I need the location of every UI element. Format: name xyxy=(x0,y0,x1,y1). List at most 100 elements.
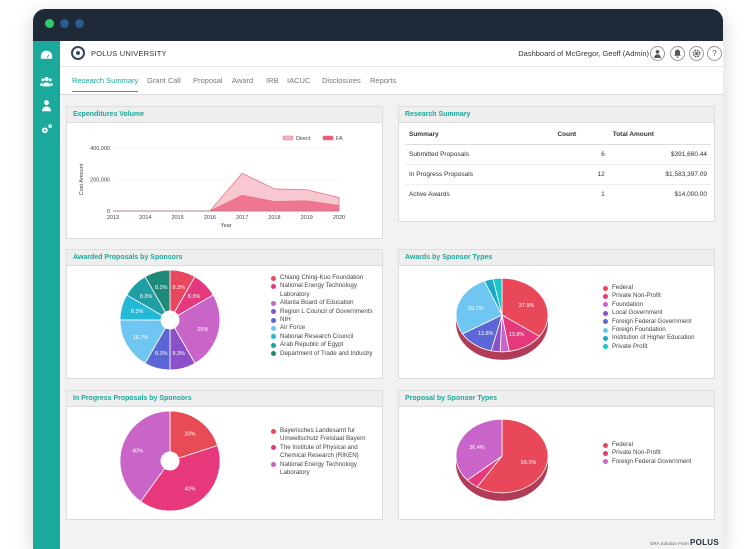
legend-swatch xyxy=(603,294,608,299)
panel-title: In Progress Proposals by Sponsors xyxy=(67,391,382,407)
gear-icon[interactable] xyxy=(689,46,704,61)
chart-legend: Bayerisches Landesamt fur Umweltschutz F… xyxy=(271,427,383,477)
legend-swatch xyxy=(271,351,276,357)
legend-label: Bayerisches Landesamt fur Umweltschutz F… xyxy=(280,427,366,443)
legend-label: FA xyxy=(336,136,343,142)
tab-grant-call[interactable]: Grant Call xyxy=(147,76,181,85)
table-cell: Active Awards xyxy=(409,191,450,198)
panel-title: Awards by Sponsor Types xyxy=(399,250,714,266)
legend-item[interactable]: Foundation xyxy=(603,301,715,309)
window-dot-blue[interactable] xyxy=(60,19,69,28)
legend-item[interactable]: Arab Republic of Egypt xyxy=(271,341,383,349)
legend-label: National Research Council xyxy=(280,332,354,340)
dashboard-user-label: Dashboard of McGregor, Geoff (Admin) xyxy=(518,49,649,58)
legend-label: Department of Trade and Industry xyxy=(280,349,373,357)
legend-swatch xyxy=(603,285,608,291)
data-label: 8.3% xyxy=(188,294,201,300)
tab-iacuc[interactable]: IACUC xyxy=(287,76,311,85)
x-tick-label: 2014 xyxy=(139,215,151,221)
proposal-by-sponsor-types-chart: 59.1% 36.4% xyxy=(455,418,549,501)
chart-legend: Federal Private Non-Profit Foundation Local… xyxy=(603,284,715,351)
table-row[interactable]: In Progress Proposals 12 $1,583,397.09 xyxy=(405,164,711,185)
legend-item[interactable]: Private Non-Profit xyxy=(603,449,715,457)
legend-item[interactable]: Department of Trade and Industry xyxy=(271,350,383,358)
settings-icon[interactable] xyxy=(40,123,53,136)
table-cell: $1,583,397.09 xyxy=(608,164,711,185)
legend-swatch xyxy=(603,319,608,325)
university-logo xyxy=(71,46,85,60)
user-icon[interactable] xyxy=(650,46,665,61)
research-summary-panel: Research Summary Summary Count Total Amo… xyxy=(398,106,715,222)
legend-item[interactable]: Federal xyxy=(603,284,715,292)
legend-item[interactable]: Chiang Ching-Kuo Foundation xyxy=(271,274,383,282)
legend-label: Federal xyxy=(612,441,633,448)
table-cell: $391,660.44 xyxy=(608,144,711,165)
table-row[interactable]: Submitted Proposals 6 $391,660.44 xyxy=(405,144,711,165)
legend-item[interactable]: National Energy Technology Laboratory xyxy=(271,461,383,478)
legend-item[interactable]: Federal xyxy=(603,441,715,449)
tab-proposal[interactable]: Proposal xyxy=(193,76,223,85)
tab-reports[interactable]: Reports xyxy=(370,76,397,85)
pie-slice xyxy=(140,445,221,512)
person-icon[interactable] xyxy=(40,99,53,112)
awarded-by-sponsors-chart: 8.3%8.3%25%8.3%8.3%16.7%8.3%8.3%8.3% xyxy=(119,269,221,371)
x-tick-label: 2016 xyxy=(204,215,216,221)
legend-item[interactable]: National Research Council xyxy=(271,333,383,341)
legend-item[interactable]: Local Government xyxy=(603,309,715,317)
panel-title: Proposal by Sponsor Types xyxy=(399,391,714,407)
legend-item[interactable]: Foreign Federal Government xyxy=(603,458,715,466)
legend-item[interactable]: Bayerisches Landesamt fur Umweltschutz F… xyxy=(271,427,383,444)
x-tick-label: 2020 xyxy=(333,215,345,221)
tab-award[interactable]: Award xyxy=(232,76,254,85)
tab-research-summary[interactable]: Research Summary xyxy=(72,76,139,92)
inprogress-by-sponsors-chart: 20% 40% 40% xyxy=(119,410,221,512)
legend-swatch xyxy=(603,336,608,342)
legend-item[interactable]: Private Non-Profit xyxy=(603,292,715,300)
legend-label: Institution of Higher Education xyxy=(612,334,695,342)
window-dot-green[interactable] xyxy=(45,19,54,28)
x-axis-label: Year xyxy=(220,223,231,229)
bell-icon[interactable] xyxy=(670,46,685,61)
x-tick-label: 2017 xyxy=(236,215,248,221)
legend-item[interactable]: Air Force xyxy=(271,324,383,332)
legend-swatch xyxy=(271,445,276,451)
legend-swatch xyxy=(603,459,608,465)
window-controls xyxy=(45,19,84,28)
dashboard-icon[interactable] xyxy=(40,49,53,62)
legend-item[interactable]: Region L Council of Governments xyxy=(271,308,383,316)
donut-hole xyxy=(160,451,180,471)
x-tick-label: 2013 xyxy=(107,215,119,221)
window-dot-blue-2[interactable] xyxy=(75,19,84,28)
legend-label: Federal xyxy=(612,284,633,291)
data-label: 25% xyxy=(197,327,208,333)
research-summary-table: Summary Count Total Amount Submitted Pro… xyxy=(405,125,711,204)
pie-slice xyxy=(455,280,503,335)
legend-item[interactable]: Institution of Higher Education xyxy=(603,334,715,342)
column-header: Count xyxy=(553,125,609,145)
tab-disclosures[interactable]: Disclosures xyxy=(322,76,361,85)
legend-label: Private Profit xyxy=(612,342,648,350)
footer-prefix: ERA Solution From xyxy=(650,541,689,546)
legend-item[interactable]: The Institute of Physical and Chemical R… xyxy=(271,444,383,461)
legend-item[interactable]: Atlanta Board of Education xyxy=(271,299,383,307)
tab-bar: Research Summary Grant Call Proposal Awa… xyxy=(60,67,723,95)
table-row[interactable]: Active Awards 1 $14,000.00 xyxy=(405,185,711,205)
data-label: 8.3% xyxy=(173,285,186,291)
chart-legend: Chiang Ching-Kuo Foundation National Ener… xyxy=(271,274,383,358)
legend-item[interactable]: NIH xyxy=(271,316,383,324)
tab-irb[interactable]: IRB xyxy=(266,76,279,85)
data-label: 13.8% xyxy=(509,332,525,338)
help-icon[interactable]: ? xyxy=(707,46,722,61)
legend-swatch xyxy=(271,326,276,332)
legend-item[interactable]: Private Profit xyxy=(603,343,715,351)
legend-swatch xyxy=(282,135,294,141)
data-label: 16.7% xyxy=(133,335,149,341)
legend-label: NIH xyxy=(280,316,291,324)
users-icon[interactable] xyxy=(40,75,53,88)
y-axis-label: Cost Amount xyxy=(79,163,85,195)
legend-item[interactable]: Foreign Foundation xyxy=(603,326,715,334)
legend-item[interactable]: Foreign Federal Government xyxy=(603,318,715,326)
legend-label: National Energy Technology Laboratory xyxy=(280,460,357,477)
data-label: 20% xyxy=(184,431,195,437)
legend-item[interactable]: National Energy Technology Laboratory xyxy=(271,282,383,299)
